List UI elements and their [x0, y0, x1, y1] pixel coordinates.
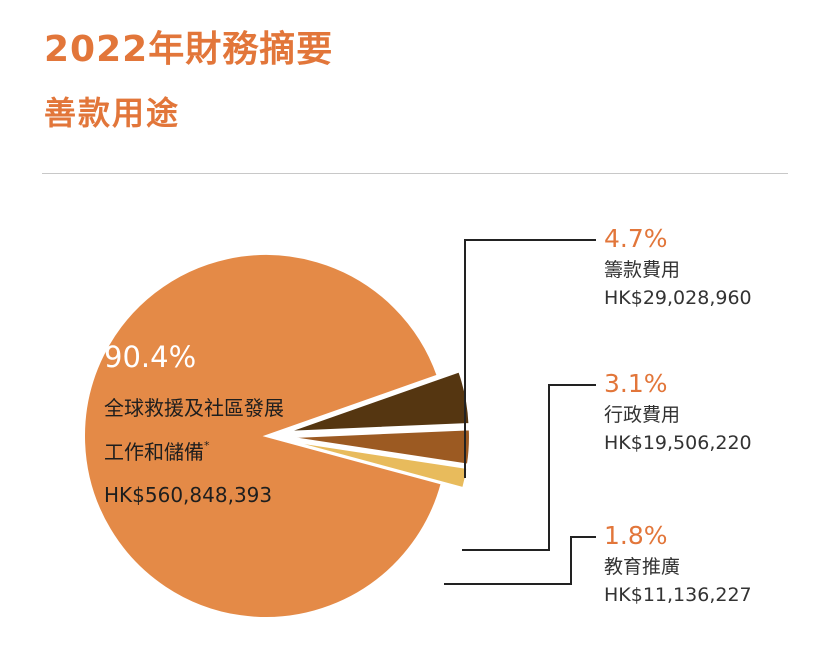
pie-slice-education [287, 439, 469, 490]
pie-slice-admin [287, 428, 471, 466]
pie-slice-main [83, 253, 443, 619]
slice-education-amount: HK$11,136,227 [604, 584, 752, 606]
slice-main-label-line2-text: 工作和儲備 [104, 440, 204, 464]
pie-slice-fundraising [287, 370, 471, 433]
slice-main-percent: 90.4% [104, 340, 196, 374]
slice-main-amount: HK$560,848,393 [104, 483, 272, 507]
leader-line-education [444, 536, 596, 585]
leader-line-fundraising [464, 239, 596, 478]
slice-main-label-line1: 全球救援及社區發展 [104, 396, 284, 420]
pie-slices [83, 253, 471, 619]
slice-fundraising-label: 籌款費用 [604, 259, 680, 281]
slice-admin-label: 行政費用 [604, 404, 680, 426]
page-subtitle: 善款用途 [44, 94, 181, 132]
slice-admin-percent: 3.1% [604, 369, 668, 398]
leader-line-admin [462, 384, 596, 551]
slice-main-label-line2: 工作和儲備* [104, 439, 210, 464]
footnote-mark: * [204, 439, 210, 452]
slice-fundraising-amount: HK$29,028,960 [604, 287, 752, 309]
page-title: 2022年財務摘要 [44, 29, 334, 70]
divider [42, 173, 788, 174]
slice-education-label: 教育推廣 [604, 556, 680, 578]
slice-education-percent: 1.8% [604, 521, 668, 550]
slice-admin-amount: HK$19,506,220 [604, 432, 752, 454]
slice-fundraising-percent: 4.7% [604, 224, 668, 253]
